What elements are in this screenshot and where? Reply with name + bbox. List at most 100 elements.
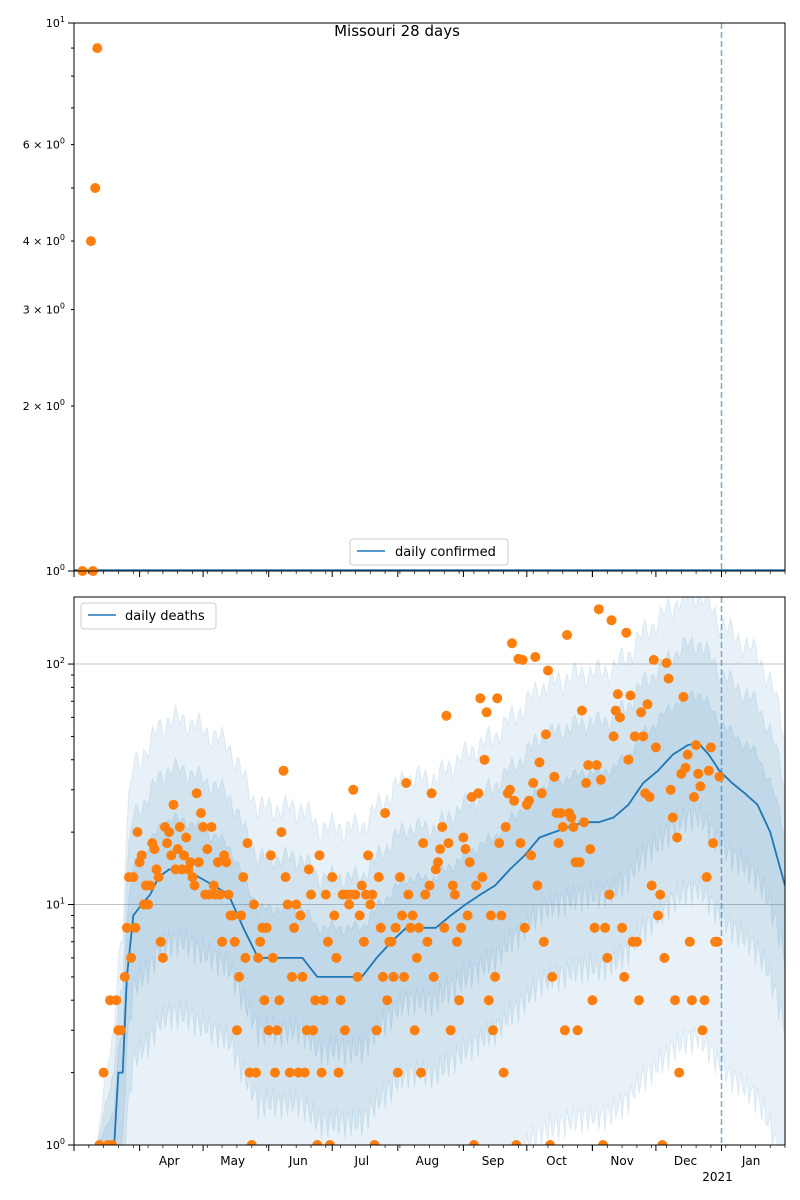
deaths-point bbox=[424, 880, 435, 891]
deaths-point bbox=[481, 707, 492, 718]
deaths-point bbox=[407, 910, 418, 921]
top-legend: daily confirmed bbox=[349, 538, 509, 566]
deaths-point bbox=[344, 899, 355, 910]
deaths-point bbox=[314, 850, 325, 861]
deaths-point bbox=[536, 788, 547, 799]
deaths-point bbox=[524, 795, 534, 806]
deaths-point bbox=[507, 638, 517, 649]
deaths-point bbox=[587, 995, 598, 1006]
deaths-point bbox=[392, 1067, 403, 1078]
deaths-point bbox=[437, 822, 448, 832]
deaths-point bbox=[270, 1067, 280, 1078]
deaths-point bbox=[331, 952, 342, 963]
deaths-point bbox=[684, 936, 695, 947]
deaths-point bbox=[485, 910, 496, 921]
deaths-point bbox=[375, 922, 386, 933]
deaths-point bbox=[714, 771, 725, 782]
deaths-point bbox=[585, 844, 596, 855]
deaths-point bbox=[153, 872, 164, 883]
deaths-point bbox=[665, 784, 676, 795]
deaths-point bbox=[441, 710, 452, 721]
deaths-point bbox=[572, 1025, 583, 1036]
deaths-point bbox=[547, 971, 558, 982]
deaths-point bbox=[229, 936, 240, 947]
bottom-legend: daily deaths bbox=[80, 602, 217, 630]
deaths-point bbox=[703, 765, 714, 776]
y-tick-label: 4 × 100 bbox=[23, 233, 65, 248]
deaths-point bbox=[380, 808, 391, 819]
x-tick-label: Nov bbox=[610, 1154, 633, 1168]
deaths-point bbox=[553, 838, 564, 849]
deaths-point bbox=[335, 995, 346, 1006]
deaths-point bbox=[576, 705, 587, 716]
top-axes-frame bbox=[73, 22, 786, 572]
deaths-point bbox=[517, 654, 528, 665]
deaths-point bbox=[325, 1140, 335, 1145]
deaths-point bbox=[468, 1140, 479, 1145]
deaths-point bbox=[413, 922, 424, 933]
bottom-panel: 100 101 102 Apr May Jun Jul Aug Sep Oct Nov Dec Jan 2… bbox=[46, 596, 786, 1184]
deaths-point bbox=[538, 936, 549, 947]
deaths-point bbox=[282, 899, 293, 910]
deaths-point bbox=[405, 922, 416, 933]
deaths-point bbox=[367, 889, 378, 900]
chart-title: Missouri 28 days bbox=[334, 22, 460, 40]
deaths-point bbox=[174, 822, 185, 832]
deaths-point bbox=[166, 850, 177, 861]
deaths-point bbox=[638, 731, 649, 742]
deaths-point bbox=[126, 952, 137, 963]
deaths-point bbox=[121, 922, 132, 933]
y-tick-label: 101 bbox=[46, 897, 65, 912]
x-tick-label: Apr bbox=[159, 1154, 180, 1168]
confirmed-point bbox=[92, 43, 103, 54]
deaths-point bbox=[363, 850, 374, 861]
deaths-point bbox=[172, 844, 183, 855]
deaths-point bbox=[659, 952, 670, 963]
deaths-point bbox=[394, 872, 405, 883]
deaths-point bbox=[280, 872, 291, 883]
deaths-point bbox=[559, 1025, 570, 1036]
deaths-point bbox=[371, 1025, 382, 1036]
deaths-point bbox=[403, 889, 414, 900]
deaths-point bbox=[494, 838, 505, 849]
deaths-point bbox=[231, 1025, 242, 1036]
confirmed-point bbox=[85, 236, 96, 247]
deaths-point bbox=[274, 995, 285, 1006]
deaths-point bbox=[593, 604, 604, 615]
deaths-point bbox=[255, 936, 266, 947]
deaths-point bbox=[540, 729, 551, 740]
deaths-point bbox=[566, 812, 577, 823]
deaths-point bbox=[458, 832, 469, 843]
deaths-point bbox=[462, 910, 473, 921]
y-tick-label: 100 bbox=[46, 563, 65, 578]
deaths-point bbox=[526, 850, 537, 861]
deaths-point bbox=[581, 778, 592, 788]
deaths-point bbox=[291, 899, 302, 910]
confirmed-point bbox=[90, 183, 101, 193]
deaths-point bbox=[653, 910, 663, 921]
deaths-point bbox=[545, 1140, 556, 1145]
deaths-point bbox=[428, 971, 439, 982]
deaths-point bbox=[312, 1140, 323, 1145]
deaths-point bbox=[629, 731, 640, 742]
deaths-point bbox=[107, 1140, 118, 1145]
deaths-point bbox=[181, 832, 192, 843]
x-tick-label: Aug bbox=[416, 1154, 439, 1168]
legend-frame bbox=[80, 602, 217, 630]
deaths-point bbox=[483, 995, 494, 1006]
deaths-point bbox=[519, 922, 530, 933]
deaths-point bbox=[333, 1067, 344, 1078]
deaths-point bbox=[390, 922, 401, 933]
deaths-point bbox=[289, 922, 300, 933]
deaths-point bbox=[316, 1067, 327, 1078]
deaths-point bbox=[223, 889, 234, 900]
deaths-point bbox=[595, 774, 606, 785]
deaths-point bbox=[644, 792, 655, 802]
deaths-point bbox=[496, 910, 507, 921]
deaths-point bbox=[151, 864, 162, 875]
deaths-point bbox=[443, 838, 454, 849]
deaths-point bbox=[670, 995, 680, 1006]
deaths-point bbox=[689, 792, 699, 802]
deaths-point bbox=[460, 844, 471, 855]
deaths-point bbox=[265, 850, 276, 861]
